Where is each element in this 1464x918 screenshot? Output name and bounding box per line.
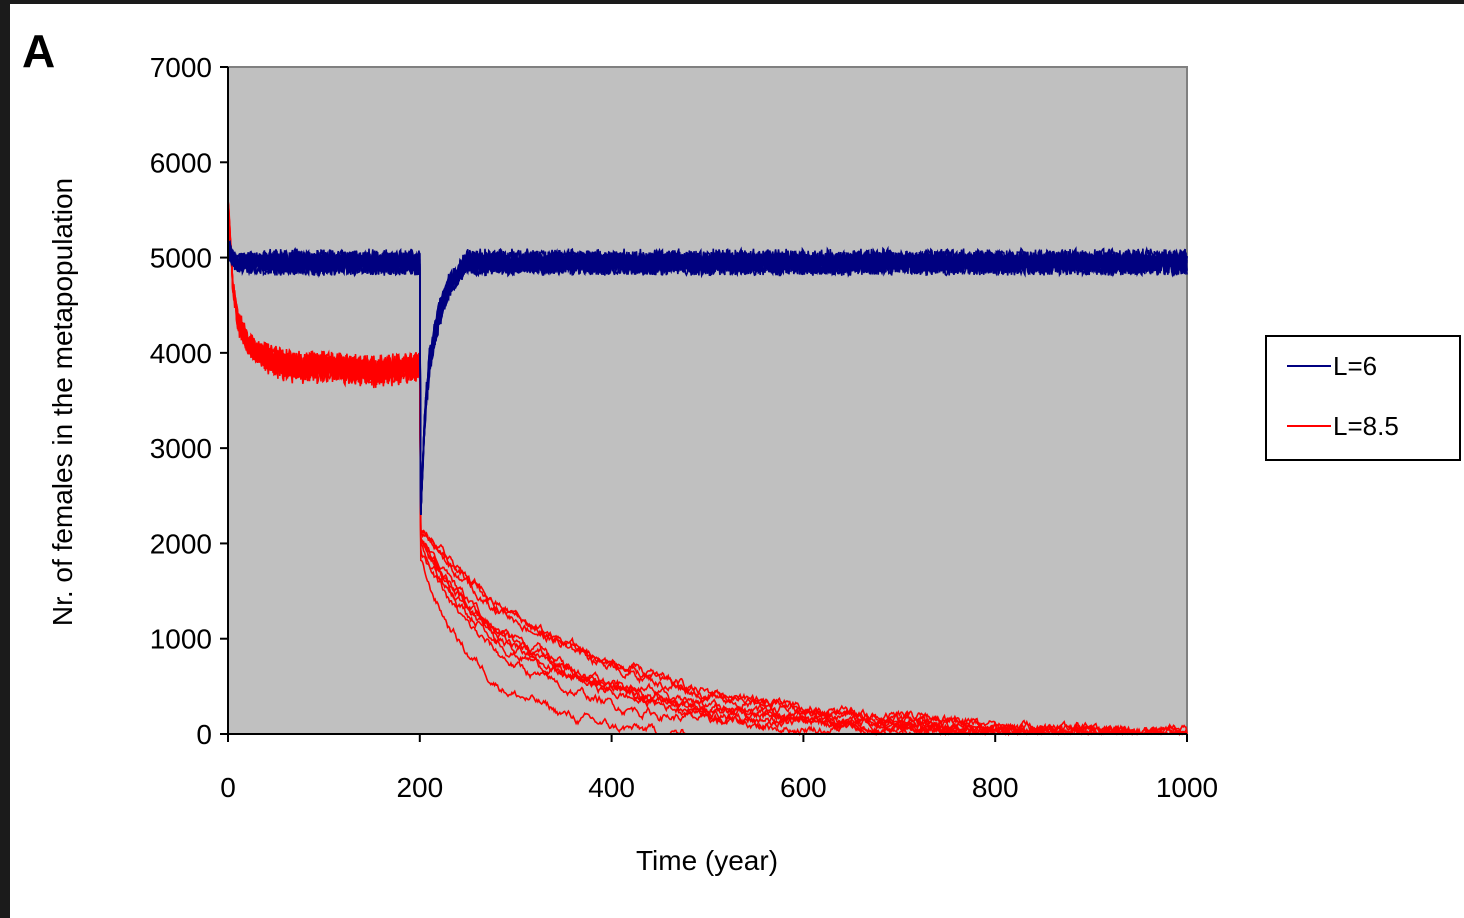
x-tick-label: 400: [588, 772, 635, 803]
y-tick-label: 5000: [150, 243, 212, 274]
series-layer: [227, 198, 1188, 737]
y-axis-label: Nr. of females in the metapopulation: [47, 178, 78, 626]
legend-swatch-l6: [1287, 365, 1331, 367]
legend: L=6 L=8.5: [1265, 335, 1461, 461]
x-axis-label: Time (year): [636, 845, 778, 876]
y-tick-label: 0: [196, 719, 212, 750]
x-tick-label: 0: [220, 772, 236, 803]
series-L=6: [227, 238, 1188, 515]
y-tick-label: 3000: [150, 433, 212, 464]
y-tick-label: 7000: [150, 52, 212, 83]
y-tick-label: 1000: [150, 624, 212, 655]
legend-swatch-l85: [1287, 425, 1331, 427]
y-tick-label: 2000: [150, 528, 212, 559]
legend-label-l6: L=6: [1333, 350, 1378, 381]
y-tick-label: 4000: [150, 338, 212, 369]
panel-label: A: [22, 25, 56, 77]
figure-frame: 0 1000 2000 3000 4000 5000 6000 7000 0 200 400 600 8…: [10, 4, 1464, 918]
x-tick-label: 600: [780, 772, 827, 803]
legend-item-l85: L=8.5: [1287, 411, 1399, 441]
axes-layer: [227, 67, 1187, 735]
x-tick-label: 800: [972, 772, 1019, 803]
series-line-L=6-run-10: [227, 247, 1188, 515]
y-tick-label: 6000: [150, 147, 212, 178]
line-chart: 0 1000 2000 3000 4000 5000 6000 7000 0 200 400 600 8…: [47, 52, 1218, 876]
plot-area: [227, 66, 1188, 735]
legend-label-l85: L=8.5: [1333, 410, 1399, 441]
x-tick-label: 200: [396, 772, 443, 803]
legend-item-l6: L=6: [1287, 351, 1377, 381]
x-tick-label: 1000: [1156, 772, 1218, 803]
ticks-layer: 0 1000 2000 3000 4000 5000 6000 7000 0 200 400 600 8…: [150, 52, 1218, 803]
